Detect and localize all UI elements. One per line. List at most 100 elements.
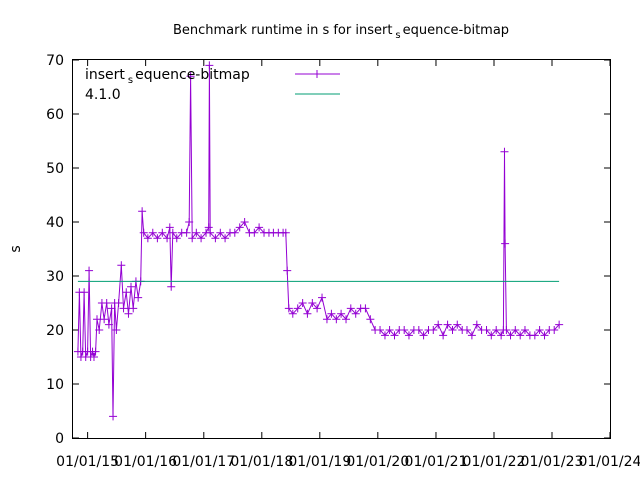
data-point bbox=[482, 326, 491, 334]
data-point bbox=[167, 282, 176, 291]
x-tick-label: 01/01/20 bbox=[346, 454, 409, 470]
data-point bbox=[192, 228, 201, 237]
data-point bbox=[462, 326, 471, 334]
data-point bbox=[318, 293, 327, 302]
data-point bbox=[102, 299, 111, 307]
x-tick-label: 01/01/18 bbox=[230, 454, 293, 470]
data-point bbox=[230, 228, 239, 237]
plot-frame bbox=[72, 59, 611, 439]
series-line-1 bbox=[77, 65, 560, 417]
data-point bbox=[497, 331, 506, 340]
data-point bbox=[134, 293, 143, 302]
data-point bbox=[467, 331, 476, 340]
chart-title-main: Benchmark runtime in s for insert bbox=[173, 23, 392, 38]
data-point bbox=[284, 304, 293, 313]
data-point bbox=[127, 282, 136, 291]
chart-title: Benchmark runtime in s for insert s equenc… bbox=[173, 23, 509, 41]
chart-title-sub: s bbox=[395, 30, 400, 41]
data-point bbox=[337, 309, 346, 318]
data-point bbox=[376, 326, 385, 334]
data-point bbox=[308, 299, 317, 307]
data-point bbox=[298, 299, 307, 307]
y-tick-label: 10 bbox=[46, 377, 64, 393]
chart-title-tail: equence-bitmap bbox=[403, 23, 509, 38]
y-axis: 0 10 20 30 40 50 60 70 bbox=[46, 53, 610, 447]
data-point bbox=[439, 331, 448, 340]
data-point bbox=[555, 320, 564, 329]
data-point bbox=[434, 320, 443, 329]
data-point bbox=[240, 218, 249, 226]
data-point bbox=[119, 304, 128, 313]
data-point bbox=[153, 234, 162, 243]
data-point bbox=[342, 315, 351, 324]
data-point bbox=[89, 353, 98, 361]
data-point bbox=[95, 326, 104, 334]
data-point bbox=[188, 234, 197, 243]
data-point bbox=[114, 299, 123, 307]
data-point bbox=[540, 331, 549, 340]
y-axis-label: s bbox=[8, 245, 24, 252]
data-point bbox=[530, 331, 539, 340]
series-layer bbox=[73, 61, 564, 421]
x-tick-label: 01/01/17 bbox=[172, 454, 235, 470]
data-point bbox=[419, 331, 428, 340]
data-point bbox=[500, 147, 509, 156]
data-point bbox=[414, 326, 423, 334]
data-point bbox=[104, 320, 113, 329]
y-tick-label: 70 bbox=[46, 53, 64, 69]
data-point bbox=[107, 304, 116, 313]
data-point bbox=[313, 304, 322, 313]
data-point bbox=[91, 347, 100, 356]
data-point bbox=[511, 326, 520, 334]
data-point bbox=[112, 326, 121, 334]
data-point bbox=[117, 261, 126, 270]
data-point bbox=[250, 228, 259, 237]
data-point bbox=[429, 326, 438, 334]
data-point bbox=[332, 315, 341, 324]
data-point bbox=[182, 228, 191, 237]
legend-label-series-1: insert s equence-bitmap bbox=[85, 67, 250, 86]
data-point bbox=[172, 234, 181, 243]
data-point bbox=[80, 288, 89, 297]
y-tick-label: 0 bbox=[55, 431, 64, 447]
data-point bbox=[380, 331, 389, 340]
y-tick-label: 30 bbox=[46, 269, 64, 285]
data-point bbox=[472, 320, 481, 329]
data-point bbox=[138, 207, 147, 216]
data-point bbox=[185, 218, 194, 226]
x-tick-label: 01/01/15 bbox=[56, 454, 119, 470]
data-point bbox=[139, 228, 148, 237]
data-point bbox=[221, 234, 230, 243]
data-point bbox=[351, 309, 360, 318]
x-tick-label: 01/01/16 bbox=[114, 454, 177, 470]
x-tick-label: 01/01/22 bbox=[463, 454, 526, 470]
x-tick-label: 01/01/19 bbox=[288, 454, 351, 470]
data-point bbox=[400, 326, 409, 334]
data-point bbox=[109, 412, 118, 421]
data-point bbox=[506, 331, 515, 340]
data-point bbox=[85, 266, 94, 275]
data-point bbox=[143, 234, 152, 243]
data-point bbox=[283, 266, 292, 275]
data-point bbox=[501, 239, 510, 248]
data-point bbox=[385, 326, 394, 334]
data-point bbox=[92, 315, 101, 324]
data-point bbox=[281, 228, 290, 237]
data-point bbox=[122, 288, 131, 297]
data-point bbox=[535, 326, 544, 334]
y-tick-label: 60 bbox=[46, 107, 64, 123]
data-point bbox=[404, 331, 413, 340]
data-point bbox=[346, 304, 355, 313]
y-tick-label: 40 bbox=[46, 215, 64, 231]
data-point bbox=[186, 72, 195, 81]
data-point bbox=[487, 331, 496, 340]
data-point bbox=[390, 331, 399, 340]
data-point bbox=[453, 320, 462, 329]
legend-series-1-tail: equence-bitmap bbox=[135, 67, 250, 83]
data-point bbox=[124, 309, 133, 318]
data-point bbox=[448, 326, 457, 334]
data-point bbox=[443, 320, 452, 329]
data-point bbox=[255, 223, 264, 232]
data-point bbox=[163, 234, 172, 243]
